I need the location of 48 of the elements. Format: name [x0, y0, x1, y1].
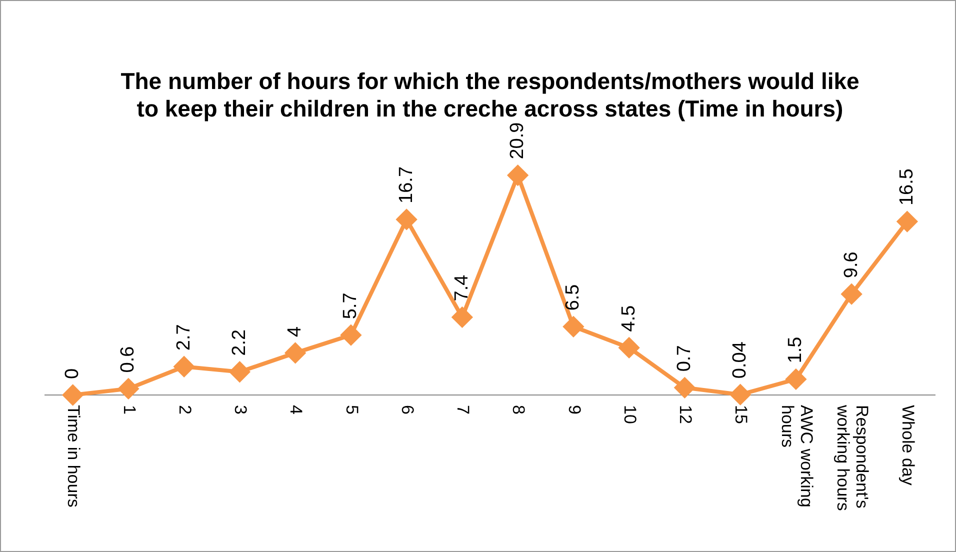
point — [786, 369, 806, 390]
point — [619, 338, 640, 358]
data-label: 0.7 — [674, 345, 695, 372]
x-tick-label: 9 — [564, 405, 584, 414]
point — [62, 385, 83, 405]
point — [452, 307, 472, 328]
x-tick-label: 4 — [286, 405, 306, 414]
data-label: 20.9 — [507, 122, 528, 160]
x-tick-label: 12 — [676, 405, 695, 424]
x-tick-label: 5 — [342, 405, 362, 414]
point — [230, 362, 250, 382]
x-tick-label: 2 — [175, 405, 194, 414]
point — [508, 165, 528, 186]
x-tick-label: 15 — [732, 405, 751, 424]
x-tick-label: Time in hours — [64, 405, 84, 508]
x-tick-label: 10 — [620, 405, 640, 424]
data-label: 0.6 — [118, 346, 139, 373]
x-tick-label: 1 — [120, 405, 139, 414]
point — [285, 342, 306, 363]
data-label: 1.5 — [785, 336, 806, 364]
data-label: 2.7 — [173, 324, 194, 351]
point — [340, 325, 361, 346]
x-tick-label: 3 — [231, 405, 250, 414]
chart-title: The number of hours for which the respondents/mothers would like to keep their children in the creche across states (Time in hours) — [120, 68, 860, 122]
point — [396, 209, 417, 230]
data-label: 2.2 — [228, 329, 250, 356]
point — [842, 284, 862, 304]
x-tick-label: 6 — [398, 405, 417, 414]
point — [897, 212, 918, 232]
data-label: 16.7 — [396, 166, 417, 204]
point — [118, 378, 138, 399]
data-label: 5.7 — [340, 292, 362, 320]
point — [563, 316, 584, 337]
data-label: 0.04 — [730, 341, 751, 379]
data-label: 4 — [284, 326, 306, 337]
data-label: 0 — [62, 368, 84, 379]
point — [174, 356, 194, 377]
data-label: 6.5 — [562, 284, 584, 311]
data-label: 7.4 — [451, 274, 472, 302]
data-label: 9.6 — [840, 252, 862, 278]
data-label: 4.5 — [618, 305, 640, 332]
x-tick-label: AWC working hours — [778, 405, 816, 508]
x-tick-label: 8 — [509, 405, 528, 414]
x-tick-label: 7 — [454, 405, 472, 414]
data-label: 16.5 — [896, 168, 918, 206]
x-tick-label: Whole day — [898, 405, 918, 486]
point — [674, 378, 695, 398]
point — [730, 384, 750, 405]
